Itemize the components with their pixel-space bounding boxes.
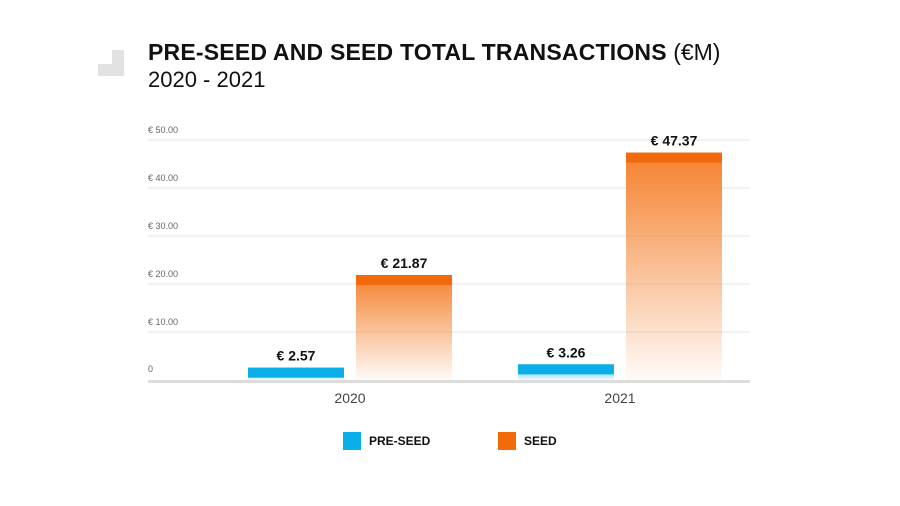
chart-title-main: PRE-SEED AND SEED TOTAL TRANSACTIONS xyxy=(148,39,667,65)
bar-cap-pre-seed-2020 xyxy=(248,367,344,378)
legend-item-seed: SEED xyxy=(498,432,557,450)
y-tick-label: € 50.00 xyxy=(148,125,178,135)
y-tick-label: € 30.00 xyxy=(148,221,178,231)
data-label-seed-2021: € 47.37 xyxy=(651,133,698,149)
chart-legend: PRE-SEED SEED xyxy=(0,432,900,454)
y-tick-label: € 20.00 xyxy=(148,269,178,279)
chart-subtitle: 2020 - 2021 xyxy=(148,67,266,92)
bar-seed-2020 xyxy=(356,275,452,380)
data-label-seed-2020: € 21.87 xyxy=(381,255,428,271)
legend-item-pre-seed: PRE-SEED xyxy=(343,432,430,450)
x-tick-label: 2020 xyxy=(334,390,365,406)
logo-icon xyxy=(98,50,124,76)
y-tick-label: € 10.00 xyxy=(148,317,178,327)
legend-label-pre-seed: PRE-SEED xyxy=(369,434,431,448)
chart-title-unit: (€M) xyxy=(673,39,721,65)
data-label-pre-seed-2021: € 3.26 xyxy=(547,344,586,360)
bar-cap-seed-2020 xyxy=(356,275,452,286)
bar-cap-pre-seed-2021 xyxy=(518,364,614,375)
legend-label-seed: SEED xyxy=(524,434,557,448)
y-tick-label: 0 xyxy=(148,364,153,374)
legend-swatch-pre-seed xyxy=(343,432,361,450)
bar-seed-2021 xyxy=(626,152,722,380)
chart-title: PRE-SEED AND SEED TOTAL TRANSACTIONS (€M… xyxy=(148,38,720,94)
x-axis-baseline xyxy=(148,380,750,383)
data-label-pre-seed-2020: € 2.57 xyxy=(277,348,316,364)
y-tick-label: € 40.00 xyxy=(148,173,178,183)
legend-swatch-seed xyxy=(498,432,516,450)
bar-cap-seed-2021 xyxy=(626,152,722,163)
x-tick-label: 2021 xyxy=(604,390,635,406)
